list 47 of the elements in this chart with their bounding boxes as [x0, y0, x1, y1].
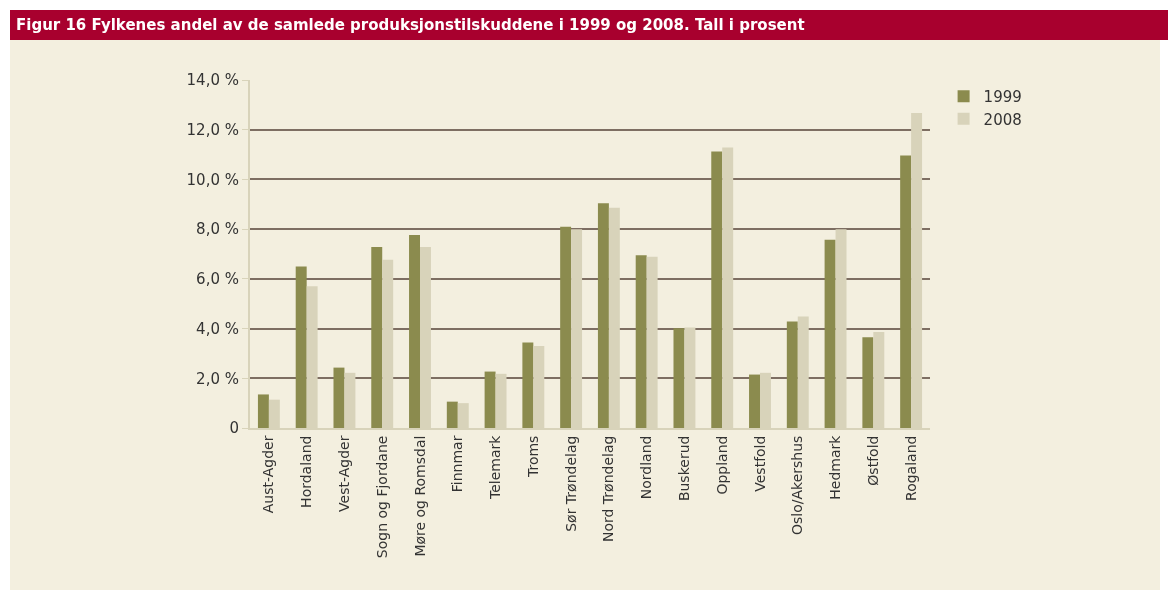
- x-tick-label: Sør Trøndelag: [562, 435, 579, 532]
- x-tick-label: Hedmark: [827, 434, 844, 500]
- x-tick-label: Troms: [524, 435, 541, 479]
- y-tick-label: 12,0 %: [186, 120, 239, 139]
- x-tick-label: Sogn og Fjordane: [373, 435, 390, 559]
- bar: [333, 367, 345, 428]
- y-tick-label: 10,0 %: [186, 170, 239, 189]
- y-tick-label: 0: [229, 419, 239, 438]
- bar: [295, 266, 307, 428]
- bar: [635, 255, 647, 428]
- bar: [673, 328, 685, 428]
- bar: [409, 235, 420, 428]
- x-tick-label: Vestfold: [751, 435, 768, 492]
- y-tick-label: 14,0 %: [186, 71, 239, 90]
- bar: [824, 239, 836, 428]
- x-tick-label: Finnmar: [449, 435, 466, 493]
- x-tick-label: Aust-Agder: [260, 435, 277, 514]
- y-tick-label: 2,0 %: [196, 369, 239, 388]
- legend-label: 1999: [983, 88, 1022, 107]
- y-tick-label: 6,0 %: [196, 270, 239, 289]
- bar: [371, 247, 383, 428]
- bar: [560, 226, 572, 428]
- legend-label: 2008: [983, 110, 1022, 129]
- bar: [257, 394, 269, 428]
- x-tick-label: Nordland: [638, 435, 655, 500]
- chart-title: Figur 16 Fylkenes andel av de samlede produksjonstilskuddene i 1999 og 2008. Tall i prosent: [10, 10, 1168, 40]
- x-tick-label: Vest-Agder: [335, 435, 352, 512]
- y-tick-label: 8,0 %: [196, 220, 239, 239]
- bar: [900, 155, 912, 428]
- x-tick-label: Nord Trøndelag: [600, 435, 617, 543]
- x-tick-label: Telemark: [487, 434, 504, 500]
- x-tick-label: Oslo/Akershus: [789, 435, 806, 535]
- bar: [862, 337, 874, 428]
- bar: [749, 374, 760, 428]
- y-tick-label: 4,0 %: [196, 319, 239, 338]
- x-tick-label: Møre og Romsdal: [411, 435, 428, 557]
- x-tick-label: Oppland: [713, 435, 730, 495]
- x-tick-label: Buskerud: [675, 435, 692, 502]
- bar: [522, 342, 534, 428]
- bar: [786, 321, 798, 428]
- bar: [597, 203, 609, 428]
- bar: [446, 401, 458, 428]
- bar: [711, 151, 723, 428]
- x-tick-label: Rogaland: [902, 435, 919, 501]
- bar: [484, 371, 496, 428]
- x-tick-label: Hordaland: [298, 435, 315, 508]
- x-tick-label: Østfold: [864, 435, 881, 486]
